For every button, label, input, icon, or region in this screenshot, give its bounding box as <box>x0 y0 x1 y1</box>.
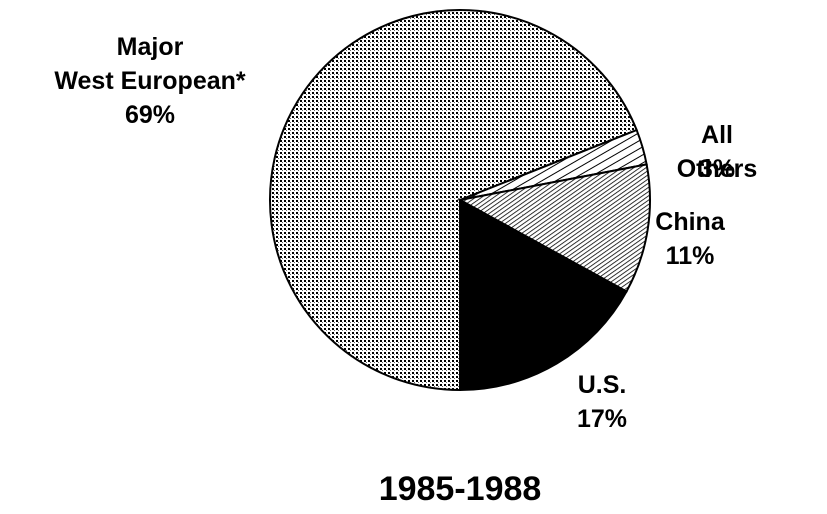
value-label: 11% <box>665 242 715 270</box>
slice-label: Major West European* <box>54 33 246 95</box>
chart-title: 1985-1988 <box>378 470 542 508</box>
value-label: 3% <box>698 155 736 183</box>
value-label: 17% <box>576 405 628 433</box>
pie-slice <box>457 163 651 293</box>
slice-label: All Others <box>676 121 758 183</box>
slice-label: China <box>655 208 725 236</box>
pie-slice <box>459 198 628 392</box>
value-label: 69% <box>124 101 176 129</box>
slice-label: U.S. <box>577 371 627 399</box>
pie-slice <box>269 9 638 392</box>
